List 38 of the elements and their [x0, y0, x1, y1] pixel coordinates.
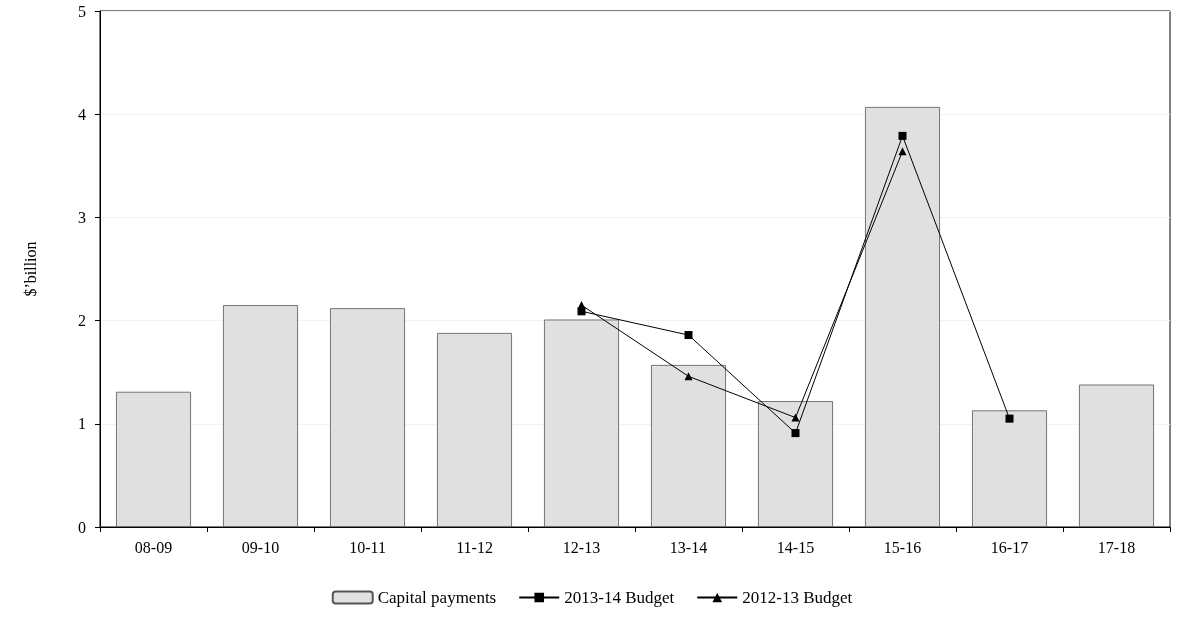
- point: [791, 429, 800, 438]
- bar: [116, 391, 191, 527]
- x-tick-label: 12-13: [562, 538, 601, 556]
- legend-label: Capital payments: [377, 588, 497, 607]
- y-tick-label: 2: [78, 312, 86, 330]
- point: [1005, 414, 1014, 423]
- x-tick-label: 15-16: [883, 538, 922, 556]
- x-tick-label: 10-11: [349, 538, 386, 556]
- bar: [437, 332, 512, 527]
- bar: [223, 305, 298, 527]
- bar: [544, 319, 619, 527]
- bar: [972, 410, 1047, 527]
- point: [684, 331, 693, 340]
- bar: [1079, 384, 1154, 527]
- legend-label: 2012-13 Budget: [742, 588, 853, 607]
- point: [577, 301, 586, 310]
- x-tick-label: 09-10: [241, 538, 280, 556]
- bar: [758, 401, 833, 527]
- y-tick-label: 1: [78, 415, 86, 433]
- x-tick-label: 08-09: [134, 538, 173, 556]
- y-tick-label: 4: [78, 105, 86, 123]
- point: [898, 147, 907, 156]
- x-tick-label: 14-15: [776, 538, 815, 556]
- y-tick-label: 3: [78, 208, 86, 226]
- bar: [651, 364, 726, 527]
- bar: [330, 308, 405, 527]
- x-tick-label: 11-12: [456, 538, 493, 556]
- point: [898, 131, 907, 140]
- point: [791, 413, 800, 422]
- bar: [865, 106, 940, 527]
- point: [684, 372, 693, 381]
- legend-label: 2013-14 Budget: [564, 588, 675, 607]
- y-tick-label: 0: [78, 518, 86, 536]
- x-tick-label: 17-18: [1097, 538, 1136, 556]
- y-tick-label: 5: [78, 2, 86, 20]
- x-tick-label: 16-17: [990, 538, 1029, 556]
- y-axis-title: $’billion: [21, 241, 39, 297]
- x-tick-label: 13-14: [669, 538, 708, 556]
